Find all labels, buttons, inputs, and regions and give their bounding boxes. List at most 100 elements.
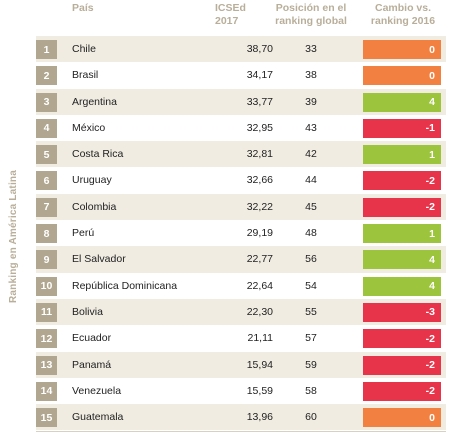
country-name: México (72, 121, 106, 134)
global-position: 58 (305, 384, 317, 397)
country-name: Uruguay (72, 174, 112, 187)
icsed-score: 32,66 (246, 174, 273, 187)
rank-badge: 8 (36, 224, 57, 244)
header-icsed-line2: 2017 (215, 15, 239, 27)
country-name: Colombia (72, 200, 117, 213)
rank-badge: 3 (36, 92, 57, 112)
side-axis-label: Ranking en América Latina (0, 36, 26, 436)
header-cambio-line1: Cambio vs. (374, 2, 432, 14)
icsed-score: 32,81 (246, 148, 273, 161)
table-row: 6 Uruguay 32,66 44 -2 (36, 167, 446, 193)
table-row: 4 México 32,95 43 -1 (36, 115, 446, 141)
global-position: 60 (305, 411, 317, 424)
country-name: Perú (72, 227, 95, 240)
side-axis-label-text: Ranking en América Latina (7, 169, 19, 303)
rank-badge: 6 (36, 171, 57, 191)
global-position: 45 (305, 200, 317, 213)
table-row: 15 Guatemala 13,96 60 0 (36, 404, 446, 431)
change-bar: 1 (363, 224, 441, 244)
global-position: 57 (305, 332, 317, 345)
rank-badge: 15 (36, 408, 57, 428)
header-posicion: Posición en el ranking global (270, 2, 352, 28)
icsed-score: 22,77 (246, 253, 273, 266)
change-bar: 1 (363, 145, 441, 165)
rank-badge: 10 (36, 276, 57, 296)
global-position: 39 (305, 95, 317, 108)
country-name: Argentina (72, 95, 117, 108)
rank-badge: 13 (36, 355, 57, 375)
country-name: Panamá (72, 358, 112, 371)
icsed-score: 22,64 (246, 279, 273, 292)
global-position: 33 (305, 43, 317, 55)
table-row: 5 Costa Rica 32,81 42 1 (36, 141, 446, 168)
table-bottom-rule (36, 431, 446, 432)
global-position: 38 (305, 69, 317, 82)
rank-badge: 2 (36, 66, 57, 86)
change-bar: -2 (363, 381, 441, 401)
table-header: País ICSEd 2017 Posición en el ranking g… (0, 0, 463, 36)
change-bar: 0 (363, 66, 441, 86)
icsed-score: 34,17 (246, 69, 273, 82)
global-position: 43 (305, 121, 317, 134)
rank-badge: 14 (36, 381, 57, 401)
change-bar: 4 (363, 92, 441, 112)
header-pais: País (72, 2, 94, 14)
icsed-score: 21,11 (247, 332, 274, 345)
icsed-score: 15,59 (246, 384, 273, 397)
country-name: Bolivia (72, 305, 103, 318)
icsed-score: 29,19 (246, 227, 273, 240)
rank-badge: 4 (36, 118, 57, 138)
global-position: 48 (305, 227, 317, 240)
change-bar: -2 (363, 171, 441, 191)
country-name: Ecuador (72, 332, 112, 345)
table-row: 13 Panamá 15,94 59 -2 (36, 351, 446, 378)
table-row: 7 Colombia 32,22 45 -2 (36, 193, 446, 221)
icsed-score: 13,96 (246, 411, 273, 424)
header-cambio: Cambio vs. ranking 2016 (362, 2, 444, 28)
global-position: 55 (305, 305, 317, 318)
table-row: 14 Venezuela 15,59 58 -2 (36, 378, 446, 404)
icsed-score: 32,95 (246, 121, 273, 134)
rank-badge: 7 (36, 197, 57, 217)
global-position: 56 (305, 253, 317, 266)
icsed-score: 33,77 (246, 95, 273, 108)
rank-badge: 12 (36, 329, 57, 349)
table-row: 3 Argentina 33,77 39 4 (36, 88, 446, 115)
header-icsed: ICSEd 2017 (215, 2, 246, 28)
table-row: 8 Perú 29,19 48 1 (36, 220, 446, 246)
global-position: 44 (305, 174, 317, 187)
change-bar: -2 (363, 355, 441, 375)
rank-badge: 1 (36, 40, 57, 59)
global-position: 54 (305, 279, 317, 292)
change-bar: 4 (363, 276, 441, 296)
global-position: 42 (305, 148, 317, 161)
change-bar: 0 (363, 40, 441, 59)
rank-badge: 9 (36, 250, 57, 270)
change-bar: -1 (363, 118, 441, 138)
country-name: El Salvador (72, 253, 126, 266)
header-icsed-line1: ICSEd (215, 2, 246, 14)
table-row: 1 Chile 38,70 33 0 (36, 36, 446, 63)
rank-badge: 5 (36, 145, 57, 165)
icsed-score: 15,94 (246, 358, 273, 371)
country-name: Venezuela (72, 384, 122, 397)
change-bar: -2 (363, 197, 441, 217)
table-row: 11 Bolivia 22,30 55 -3 (36, 298, 446, 326)
country-name: Costa Rica (72, 148, 124, 161)
country-name: Guatemala (72, 411, 124, 424)
change-bar: 0 (363, 408, 441, 428)
icsed-score: 38,70 (246, 43, 273, 55)
icsed-score: 32,22 (246, 200, 273, 213)
change-bar: -2 (363, 329, 441, 349)
table-row: 10 República Dominicana 22,64 54 4 (36, 273, 446, 299)
table-row: 12 Ecuador 21,11 57 -2 (36, 325, 446, 351)
change-bar: 4 (363, 250, 441, 270)
header-cambio-line2: ranking 2016 (370, 15, 436, 27)
table-row: 9 El Salvador 22,77 56 4 (36, 246, 446, 273)
ranking-table-body: 1 Chile 38,70 33 0 2 Brasil 34,17 38 0 3 Argentina 3… (36, 36, 446, 431)
header-posicion-line1: Posición en el (275, 2, 347, 14)
icsed-score: 22,30 (246, 305, 273, 318)
rank-badge: 11 (36, 302, 57, 322)
header-posicion-line2: ranking global (275, 15, 347, 27)
country-name: Brasil (72, 69, 99, 82)
